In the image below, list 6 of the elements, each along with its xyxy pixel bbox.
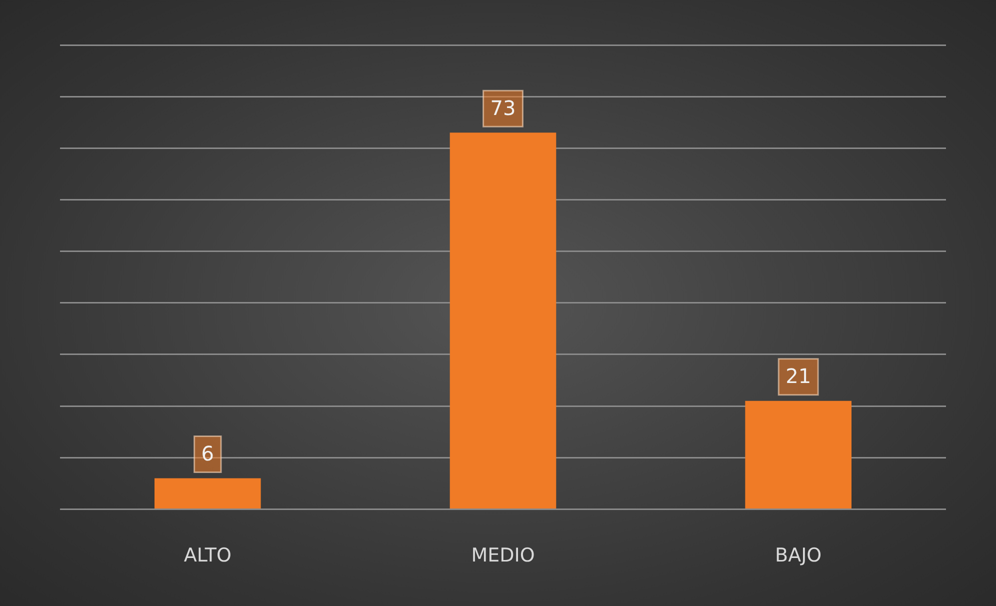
x-tick-label: MEDIO: [471, 544, 535, 567]
data-label: 21: [786, 364, 812, 388]
x-tick-label: ALTO: [184, 544, 232, 567]
x-tick-label: BAJO: [775, 544, 822, 567]
data-label: 73: [490, 96, 516, 120]
data-label: 6: [201, 441, 214, 466]
